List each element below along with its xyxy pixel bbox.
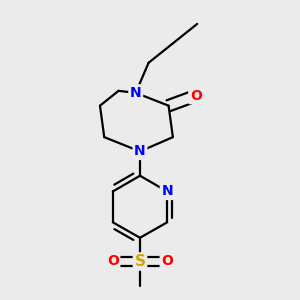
Text: N: N	[134, 144, 146, 158]
Text: O: O	[107, 254, 119, 268]
Text: N: N	[161, 184, 173, 199]
Text: S: S	[134, 254, 146, 269]
Text: O: O	[161, 254, 173, 268]
Text: N: N	[130, 86, 142, 100]
Text: O: O	[190, 89, 202, 103]
